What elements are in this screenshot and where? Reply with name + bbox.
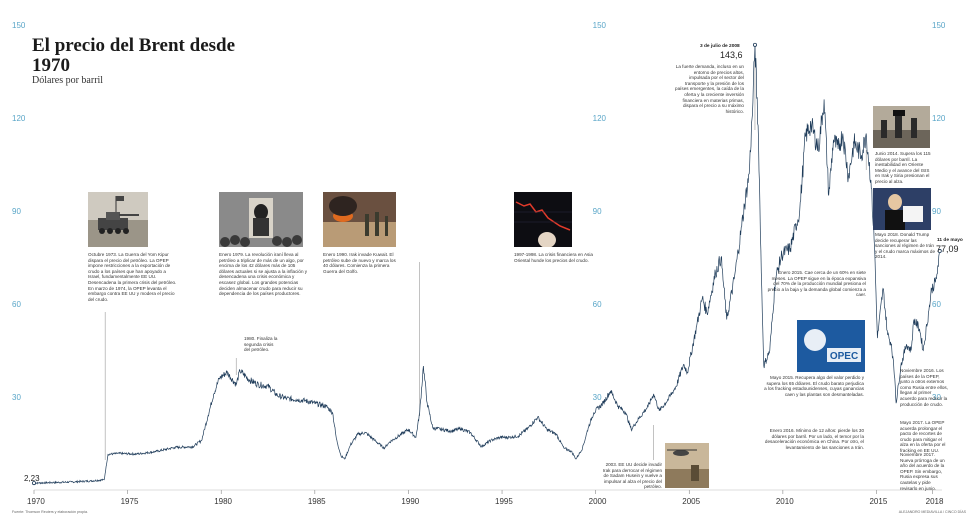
annotation-1973: Octubre 1973. La Guerra del Yom Kipur di… [88, 252, 177, 302]
soldiers-photo-icon [873, 106, 930, 148]
max-date-label: 3 de julio de 2008 [700, 44, 740, 49]
labeled-point-marker [752, 42, 757, 47]
annotation-2014: Junio 2014. Supera los 115 dólares por b… [875, 151, 931, 184]
x-tick-label: 1975 [121, 497, 139, 506]
trump-photo-icon [873, 188, 931, 230]
y-tick-left: 60 [12, 300, 21, 309]
photo-helicopter [665, 443, 709, 488]
tank-photo-icon [88, 192, 148, 247]
page-subtitle: Dólares por barril [32, 75, 104, 86]
svg-text:OPEC: OPEC [830, 351, 858, 362]
annotation-2003: 2003. EE UU decide invadir Irak para der… [602, 462, 662, 490]
photo-stock-chart [514, 192, 572, 247]
x-tick-label: 1970 [27, 497, 45, 506]
y-tick-mid: 30 [593, 393, 602, 402]
y-axis-right: 30 60 90 120 150 [932, 21, 946, 402]
photo-khomeini [219, 192, 303, 247]
y-tick-left: 120 [12, 114, 26, 123]
y-tick-left: 30 [12, 393, 21, 402]
annotation-2017b: Noviembre 2017. Nueva prórroga de un año… [900, 452, 945, 491]
annotation-2016b: Noviembre 2016. Los países de la OPEP, j… [900, 368, 949, 407]
helicopter-photo-icon [665, 443, 709, 488]
x-tick-label: 1990 [401, 497, 419, 506]
annotation-2017: Mayo 2017. La OPEP acuerda prolongar el … [900, 420, 946, 453]
x-tick-label: 1995 [495, 497, 513, 506]
y-tick-right: 150 [932, 21, 946, 30]
y-tick-mid: 120 [593, 114, 607, 123]
y-tick-right: 30 [932, 393, 941, 402]
current-value-label: 77,09 [936, 244, 959, 254]
y-tick-left: 150 [12, 21, 26, 30]
annotation-1979: Enero 1979. La revolución iraní lleva al… [219, 252, 308, 297]
max-value-label: 143,6 [720, 50, 743, 60]
annotation-1997: 1997-1998. La crisis financiera en Asia … [514, 252, 593, 263]
x-tick-label: 2010 [776, 497, 794, 506]
y-tick-mid: 150 [593, 21, 607, 30]
labeled-point-marker [32, 481, 37, 486]
photo-trump [873, 188, 931, 230]
khomeini-photo-icon [219, 192, 303, 247]
annotation-1990: Enero 1990. Irak invade Kuwait. El petró… [323, 252, 396, 274]
annotation-2008: La fuerte demanda, incluso en un entorno… [675, 64, 744, 114]
annotation-guide-lines [104, 45, 867, 460]
price-series [34, 44, 941, 485]
credit-note: ALEJANDRO MEDIAVILLA / CINCO DÍAS [898, 510, 966, 514]
x-tick-label: 1985 [308, 497, 326, 506]
photo-oil-fire [323, 192, 396, 247]
annotation-2015b: Mayo 2015. Recupera algo del valor perdi… [764, 375, 864, 397]
x-tick-label: 2018 [926, 497, 944, 506]
opec-photo-icon: OPEC [797, 320, 865, 372]
x-tick-label: 2005 [682, 497, 700, 506]
y-tick-mid: 90 [593, 207, 602, 216]
y-axis-left: 30 60 90 120 150 30 60 90 120 150 [12, 21, 607, 402]
y-tick-right: 90 [932, 207, 941, 216]
brent-price-line [34, 44, 941, 485]
x-tick-label: 2000 [589, 497, 607, 506]
photo-opec: OPEC [797, 320, 865, 372]
y-tick-right: 60 [932, 300, 941, 309]
y-tick-left: 90 [12, 207, 21, 216]
photo-tank [88, 192, 148, 247]
annotation-2015: Enero 2015. Cae cerca de un 60% en siete… [767, 270, 866, 298]
source-note: Fuente: Thomson Reuters y elaboración pr… [12, 510, 89, 514]
annotation-2016: Enero 2016. Mínimo de 12 años: pierde lo… [764, 428, 864, 450]
labeled-points [32, 42, 942, 486]
x-tick-label: 1980 [214, 497, 232, 506]
annotation-2018: Mayo 2018. Donald Trump decide recuperar… [875, 232, 935, 260]
y-tick-mid: 60 [593, 300, 602, 309]
start-value-label: 2,23 [24, 474, 40, 483]
page-title: El precio del Brent desde 1970 [32, 35, 236, 76]
oil-fire-photo-icon [323, 192, 396, 247]
x-axis: 1970 1975 1980 1985 1990 1995 2000 2005 2010 2015… [27, 489, 944, 506]
annotation-1980: 1980. Finaliza la segunda crisis del pet… [244, 336, 278, 353]
stock-chart-photo-icon [514, 192, 572, 247]
current-date-label: 11 de mayo [937, 238, 963, 243]
photo-soldiers [873, 106, 930, 148]
y-tick-right: 120 [932, 114, 946, 123]
x-tick-label: 2015 [869, 497, 887, 506]
labeled-point-marker [937, 249, 942, 254]
